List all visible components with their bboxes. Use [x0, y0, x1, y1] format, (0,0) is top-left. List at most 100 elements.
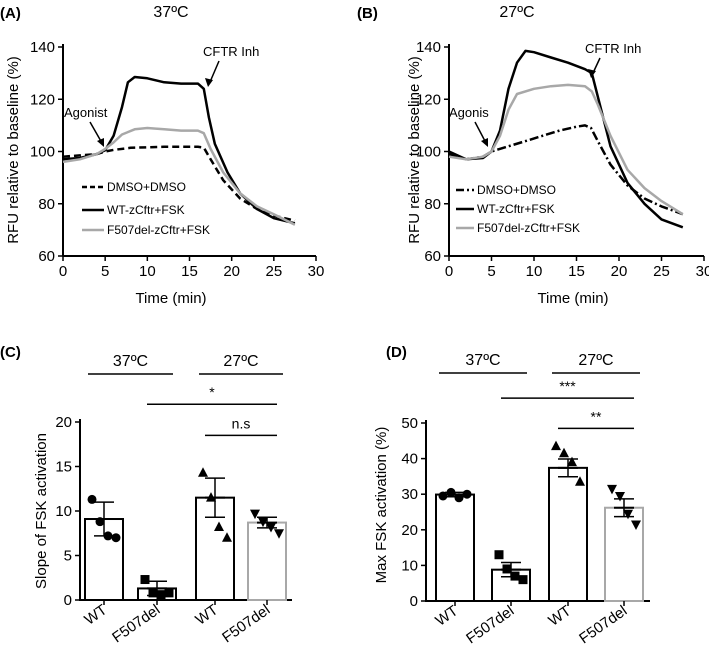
- panel-b-xtick-label-2: 10: [526, 263, 543, 280]
- panel-b-label: (B): [357, 5, 378, 22]
- panel-d-point-3-4: [575, 476, 585, 486]
- panel-a-xlabel: Time (min): [135, 290, 206, 307]
- panel-a-ylabel: RFU relative to baseline (%): [5, 56, 22, 244]
- panel-c-point-2-3: [156, 590, 166, 600]
- panel-b-xtick-label-4: 20: [611, 263, 628, 280]
- panel-c-ylabel: Slope of FSK activation: [33, 433, 50, 589]
- panel-b-xtick-label-3: 15: [568, 263, 585, 280]
- panel-d-point-2-1: [494, 550, 504, 560]
- panel-d-point-4-2: [615, 491, 625, 502]
- panel-d-ytick-label-0: 0: [410, 593, 418, 610]
- panel-a-xtick-label-3: 15: [181, 263, 198, 280]
- panel-d-points: [438, 440, 641, 585]
- panel-d-sig-label-2: **: [591, 408, 602, 424]
- panel-a-legend-label-3: F507del-zCftr+FSK: [107, 223, 210, 237]
- panel-a-legend-label-1: DMSO+DMSO: [107, 180, 186, 194]
- panel-d-ytick-label-5: 50: [401, 415, 418, 432]
- panel-b-ytick-label-4: 140: [416, 39, 441, 56]
- panel-c-point-3-3: [214, 521, 224, 532]
- panel-c-group-label-2: 27ºC: [223, 353, 258, 370]
- panel-a-xtick-label-2: 10: [139, 263, 156, 280]
- panel-a-xtick-label-4: 20: [223, 263, 240, 280]
- panel-c-sig-label-1: *: [209, 384, 215, 400]
- panel-d-significance: *****: [501, 378, 634, 430]
- panel-a-legend: DMSO+DMSO WT-zCftr+FSK F507del-zCftr+FSK: [82, 180, 210, 237]
- panel-d-category-labels: WT F507del WT F507del: [432, 601, 630, 647]
- panel-c-category-label-1: WT: [81, 601, 110, 628]
- panel-d-group-label-2: 27ºC: [578, 352, 613, 369]
- panel-c-category-label-2: F507del: [109, 601, 163, 646]
- panel-a-xtick-label-1: 5: [101, 263, 109, 280]
- panel-c-ytick-label-1: 5: [64, 548, 72, 565]
- panel-a-ytick-label-2: 100: [30, 144, 55, 161]
- panel-d-group-label-1: 37ºC: [465, 352, 500, 369]
- panel-b-legend-label-2: WT-zCftr+FSK: [477, 202, 555, 216]
- panel-a-legend-label-2: WT-zCftr+FSK: [107, 203, 185, 217]
- panel-a-ticks: 0 5 10 15 20 25 30 60 80 100 120 140: [30, 39, 324, 280]
- panel-d-sig-label-1: ***: [559, 378, 576, 394]
- panel-d-ytick-label-3: 30: [401, 486, 418, 503]
- panel-c-ytick-label-2: 10: [55, 503, 72, 520]
- panel-b-agonist-arrow: [474, 121, 487, 144]
- panel-d-category-label-2: F507del: [463, 602, 517, 647]
- panel-a-cftr-inh-label: CFTR Inh: [203, 44, 259, 59]
- panel-c-point-1-4: [111, 533, 121, 543]
- panel-b-xtick-label-5: 25: [653, 263, 670, 280]
- panel-a-ytick-label-4: 140: [30, 39, 55, 56]
- panel-a-xtick-label-0: 0: [59, 263, 67, 280]
- panel-a-agonist-label: Agonist: [64, 105, 108, 120]
- panel-a: (A) 37ºC Time (min) RFU relative to base…: [0, 4, 324, 307]
- panel-b-legend: DMSO+DMSO WT-zCftr+FSK F507del-zCftr+FSK: [456, 183, 580, 235]
- panel-a-ytick-label-0: 60: [38, 248, 55, 265]
- panel-c-group-label-1: 37ºC: [113, 353, 148, 370]
- panel-d-ytick-label-2: 20: [401, 522, 418, 539]
- panel-c-category-label-3: WT: [192, 601, 221, 628]
- panel-a-xtick-label-6: 30: [308, 263, 325, 280]
- panel-d-axes: [425, 420, 650, 602]
- panel-c-sig-label-2: n.s: [232, 415, 251, 431]
- panel-b-cftr-inh-label: CFTR Inh: [585, 41, 641, 56]
- panel-b-legend-label-1: DMSO+DMSO: [477, 183, 556, 197]
- panel-b-ytick-label-1: 80: [424, 196, 441, 213]
- panel-d-error-bars: [445, 458, 634, 578]
- panel-c-ytick-label-3: 15: [55, 459, 72, 476]
- panel-c-point-2-1: [140, 575, 150, 585]
- panel-c-groups: 37ºC 27ºC: [88, 353, 283, 375]
- panel-d-bar-3: [548, 466, 588, 602]
- panel-c-axes: [79, 419, 292, 601]
- panel-b-lines: [448, 49, 684, 229]
- panel-b-ylabel: RFU relative to baseline (%): [406, 56, 423, 244]
- panel-b-annotations: Agonis CFTR Inh: [449, 41, 641, 147]
- panel-b-cftr-inh-arrow: [592, 57, 601, 74]
- panel-c-ytick-label-4: 20: [55, 414, 72, 431]
- panel-a-ytick-label-3: 120: [30, 91, 55, 108]
- panel-d-point-4-1: [607, 484, 617, 495]
- panel-b-title: 27ºC: [499, 4, 534, 21]
- panel-d-ytick-label-1: 10: [401, 557, 418, 574]
- panel-b-ytick-label-2: 100: [416, 144, 441, 161]
- panel-c-error-bars: [94, 477, 277, 597]
- panel-c-points: [87, 467, 284, 600]
- panel-c-point-4-4: [274, 529, 284, 539]
- panel-a-xtick-label-5: 25: [265, 263, 282, 280]
- panel-d-category-label-1: WT: [432, 602, 461, 629]
- panel-c-point-2-2: [148, 588, 158, 598]
- panel-a-lines: [62, 75, 296, 226]
- panel-a-title: 37ºC: [153, 4, 188, 21]
- panel-d-ytick-label-4: 40: [401, 451, 418, 468]
- panel-c-label: (C): [0, 344, 21, 361]
- panel-d-bar-1: [435, 493, 475, 602]
- panel-b-ytick-label-0: 60: [424, 248, 441, 265]
- panel-a-series-line-3: [62, 126, 296, 226]
- panel-d-point-2-4: [518, 575, 528, 585]
- panel-a-agonist-arrowhead: [97, 138, 104, 147]
- panel-c-ticks: 0 5 10 15 20: [55, 414, 80, 609]
- panel-c-point-4-1: [250, 509, 260, 520]
- panel-a-agonist-arrow: [89, 121, 103, 144]
- panel-c-point-3-1: [198, 467, 208, 477]
- panel-b: (B) 27ºC Time (min) RFU relative to base…: [357, 4, 709, 307]
- panel-c-point-3-4: [222, 532, 232, 542]
- panel-d-point-3-1: [551, 440, 561, 451]
- panel-b-xtick-label-1: 5: [487, 263, 495, 280]
